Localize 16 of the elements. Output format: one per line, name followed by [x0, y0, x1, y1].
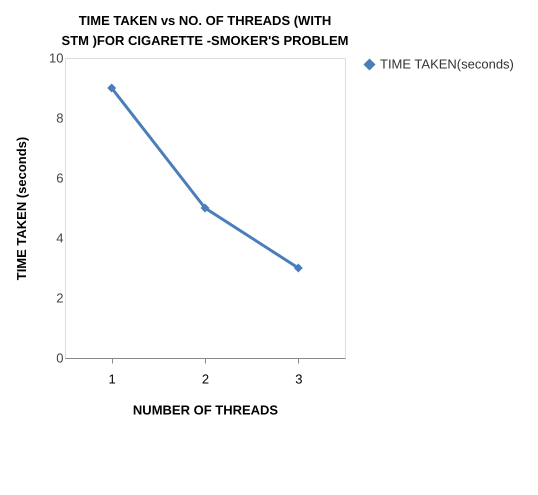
chart-title: TIME TAKEN vs NO. OF THREADS (WITH STM )FOR CIGARETTE -SMOKER'S PROBLEM [62, 13, 348, 48]
x-tick-label: 1 [108, 372, 116, 386]
y-tick-label: 4 [56, 230, 64, 246]
point [107, 84, 116, 92]
y-tick-label: 2 [56, 290, 64, 306]
legend-label: TIME TAKEN(seconds) [380, 56, 514, 72]
point [200, 204, 210, 212]
x-tick-label: 3 [295, 372, 302, 386]
point [294, 264, 303, 272]
x-tick-label: 2 [202, 372, 210, 386]
y-axis-title: TIME TAKEN (seconds) [14, 136, 30, 280]
y-tick-label: 8 [56, 110, 64, 126]
y-tick-label: 10 [49, 50, 64, 66]
x-axis-title: NUMBER OF THREADS [132, 402, 278, 418]
y-tick-label: 0 [56, 350, 64, 366]
y-tick-label: 6 [56, 170, 64, 186]
